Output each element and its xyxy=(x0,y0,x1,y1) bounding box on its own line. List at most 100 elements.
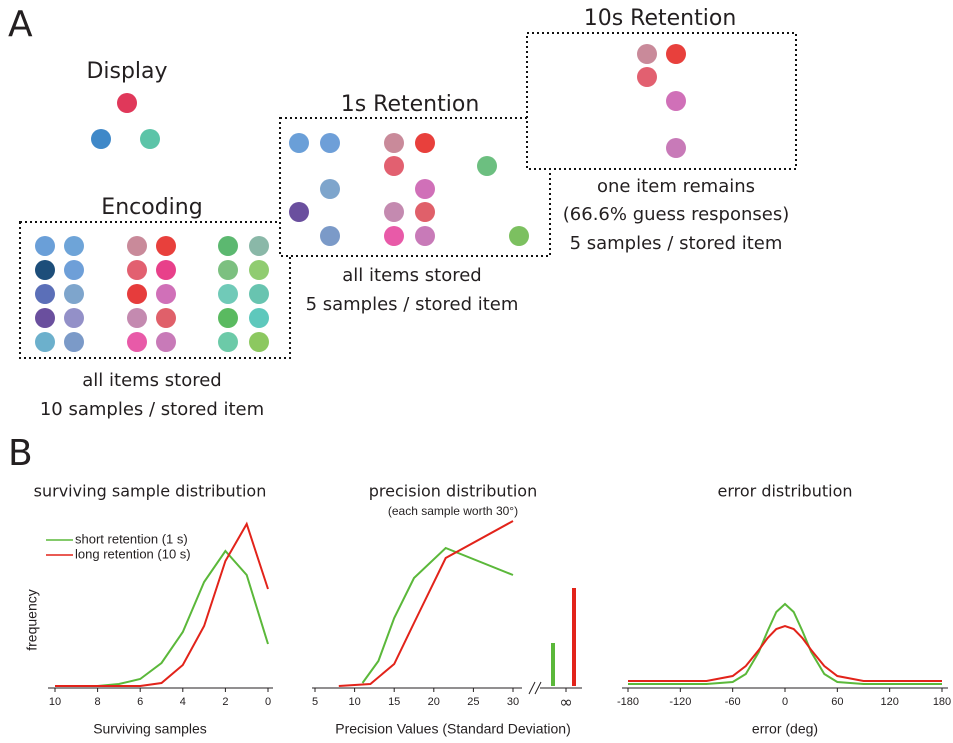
x-tick-label: 25 xyxy=(467,696,479,708)
item-dot xyxy=(249,284,269,304)
panel-label: A xyxy=(8,4,33,45)
series-line xyxy=(338,520,514,687)
encoding-box xyxy=(19,221,291,359)
chart-title: precision distribution xyxy=(369,482,537,501)
item-dot xyxy=(35,236,55,256)
charts: surviving sample distribution Surviving s… xyxy=(24,482,951,737)
item-dot xyxy=(509,226,529,246)
item-dot xyxy=(140,129,160,149)
item-dot xyxy=(218,236,238,256)
item-dot xyxy=(320,179,340,199)
item-dot xyxy=(384,156,404,176)
item-dot xyxy=(64,332,84,352)
y-axis-label: frequency xyxy=(24,589,40,650)
item-dot xyxy=(415,202,435,222)
x-tick-label: -120 xyxy=(669,696,691,708)
item-dot xyxy=(35,284,55,304)
item-dot xyxy=(666,138,686,158)
item-dot xyxy=(249,308,269,328)
item-dot xyxy=(415,226,435,246)
item-dot xyxy=(156,332,176,352)
item-dot xyxy=(415,133,435,153)
item-dot xyxy=(477,156,497,176)
item-dot xyxy=(289,202,309,222)
item-dot xyxy=(289,133,309,153)
series-line xyxy=(55,521,269,687)
item-dot xyxy=(415,179,435,199)
x-tick-label: 10 xyxy=(49,696,61,708)
x-tick-label: 4 xyxy=(180,696,186,708)
item-dot xyxy=(64,260,84,280)
x-tick-label: 30 xyxy=(507,696,519,708)
item-dot xyxy=(127,260,147,280)
x-axis-label: Surviving samples xyxy=(93,721,207,737)
item-dot xyxy=(666,44,686,64)
retention-title: 10s Retention xyxy=(584,6,737,31)
item-dot xyxy=(127,284,147,304)
item-dot xyxy=(64,308,84,328)
item-dot xyxy=(35,332,55,352)
item-dot xyxy=(666,91,686,111)
item-dot xyxy=(35,308,55,328)
x-tick-label: 20 xyxy=(428,696,440,708)
chart-title: error distribution xyxy=(718,482,853,501)
item-dot xyxy=(320,226,340,246)
retention-title: 1s Retention xyxy=(341,92,480,117)
item-dot xyxy=(320,133,340,153)
series-line xyxy=(361,546,514,684)
item-dot xyxy=(218,260,238,280)
item-dot xyxy=(637,67,657,87)
x-tick-label: 2 xyxy=(222,696,228,708)
x-tick-label: 6 xyxy=(137,696,143,708)
infinity-bar xyxy=(551,643,555,686)
item-dot xyxy=(156,284,176,304)
item-dot xyxy=(91,129,111,149)
item-dot xyxy=(218,332,238,352)
caption: 5 samples / stored item xyxy=(570,233,783,254)
item-dot xyxy=(249,332,269,352)
item-dot xyxy=(384,226,404,246)
caption: 10 samples / stored item xyxy=(40,399,264,420)
item-dot xyxy=(117,93,137,113)
series-line xyxy=(628,602,942,685)
x-tick-label: 0 xyxy=(782,696,788,708)
caption: one item remains xyxy=(597,176,755,197)
item-dot xyxy=(249,260,269,280)
panel-label: B xyxy=(8,433,33,474)
x-tick-label: 10 xyxy=(348,696,360,708)
caption: all items stored xyxy=(342,265,481,286)
legend-label: short retention (1 s) xyxy=(75,531,188,546)
axis-break xyxy=(534,681,542,695)
item-dot xyxy=(156,260,176,280)
item-dot xyxy=(637,44,657,64)
encoding-title: Encoding xyxy=(101,195,202,220)
retention-box xyxy=(526,32,797,170)
x-tick-label: 120 xyxy=(880,696,898,708)
x-tick-label: 180 xyxy=(933,696,951,708)
x-tick-label: ∞ xyxy=(559,693,572,712)
chart-subtitle: (each sample worth 30°) xyxy=(388,504,518,518)
series-line xyxy=(628,624,942,682)
x-tick-label: 60 xyxy=(831,696,843,708)
item-dot xyxy=(218,308,238,328)
item-dot xyxy=(249,236,269,256)
infinity-bar xyxy=(572,588,576,686)
caption: 5 samples / stored item xyxy=(306,294,519,315)
item-dot xyxy=(156,308,176,328)
item-dot xyxy=(35,260,55,280)
x-tick-label: -180 xyxy=(617,696,639,708)
display-title: Display xyxy=(86,59,167,84)
x-tick-label: 5 xyxy=(312,696,318,708)
item-dot xyxy=(218,284,238,304)
legend-label: long retention (10 s) xyxy=(75,546,191,561)
item-dot xyxy=(156,236,176,256)
item-dot xyxy=(64,236,84,256)
item-dot xyxy=(127,332,147,352)
item-dots xyxy=(35,44,686,352)
axis-break xyxy=(528,681,536,695)
caption: all items stored xyxy=(82,370,221,391)
item-dot xyxy=(127,236,147,256)
panel-a: A Display Encoding all items stored 10 s… xyxy=(8,4,797,420)
series-line xyxy=(55,549,269,687)
